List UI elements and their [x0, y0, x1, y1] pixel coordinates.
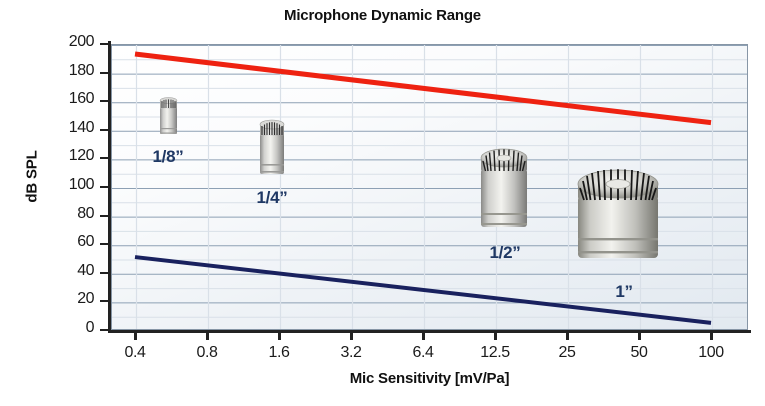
- y-axis-tick-label: 200: [68, 33, 95, 50]
- y-axis-tick: [100, 186, 109, 188]
- x-axis-tick: [494, 331, 497, 340]
- y-axis-tick-label: 20: [77, 290, 94, 308]
- y-axis-tick-label: 80: [77, 204, 94, 222]
- x-axis-tick: [206, 331, 209, 340]
- y-axis-tick: [100, 271, 109, 274]
- y-axis-tick-label: 160: [68, 90, 95, 108]
- x-axis-tick-label: 0.8: [196, 344, 218, 361]
- y-axis-line: [108, 41, 111, 333]
- y-axis-tick: [100, 243, 109, 246]
- x-axis-tick-label: 6.4: [412, 344, 434, 361]
- y-axis-tick: [100, 100, 109, 103]
- y-axis-tick-label: 40: [77, 261, 94, 279]
- x-axis-tick-label: 0.4: [124, 344, 146, 361]
- y-axis-tick: [100, 214, 109, 217]
- x-axis-tick-label: 1.6: [268, 344, 290, 361]
- x-axis-tick: [134, 331, 137, 340]
- microphone-capsule-icon: [159, 97, 178, 134]
- y-axis-tick: [100, 71, 109, 74]
- x-axis-title: Mic Sensitivity [mV/Pa]: [349, 370, 510, 387]
- y-axis-tick: [100, 300, 109, 303]
- x-axis-tick: [350, 331, 353, 340]
- x-axis-tick-label: 50: [630, 344, 648, 361]
- microphone-capsule-icon: [480, 148, 528, 227]
- mic-label-1-4: 1/4”: [256, 188, 288, 207]
- mic-label-1-8: 1/8”: [152, 147, 184, 166]
- x-axis-tick: [710, 331, 713, 340]
- mic-label-1: 1”: [615, 282, 633, 301]
- x-axis-tick-label: 3.2: [340, 344, 362, 361]
- y-axis-tick: [100, 157, 109, 160]
- chart-title: Microphone Dynamic Range: [284, 7, 481, 24]
- x-axis-tick-label: 100: [698, 344, 724, 361]
- y-axis-tick: [100, 329, 109, 331]
- y-axis-tick-label: 60: [77, 233, 94, 251]
- x-axis-tick-label: 25: [558, 344, 576, 361]
- x-axis-tick: [422, 331, 425, 340]
- mic-label-1-2: 1/2”: [489, 243, 521, 262]
- microphone-capsule-icon: [259, 119, 285, 174]
- y-axis-tick: [100, 43, 109, 45]
- x-axis-tick-label: 12.5: [480, 344, 510, 361]
- y-axis-tick-labels: 200 180 160 140 120 100 80 60 40 20 0: [26, 0, 95, 406]
- x-axis-tick: [278, 331, 281, 340]
- x-axis-line: [108, 330, 751, 333]
- y-axis-tick-label: 180: [68, 61, 95, 79]
- y-axis-title: dB SPL: [23, 150, 41, 203]
- y-axis-tick-label: 100: [68, 176, 95, 193]
- x-axis-tick: [638, 331, 641, 340]
- y-axis-tick: [100, 128, 109, 131]
- y-axis-tick-label: 140: [68, 118, 95, 136]
- microphone-capsule-icon: [577, 169, 659, 258]
- x-axis-tick: [566, 331, 569, 340]
- y-axis-tick-label: 120: [68, 147, 95, 165]
- y-axis-tick-label: 0: [85, 319, 95, 336]
